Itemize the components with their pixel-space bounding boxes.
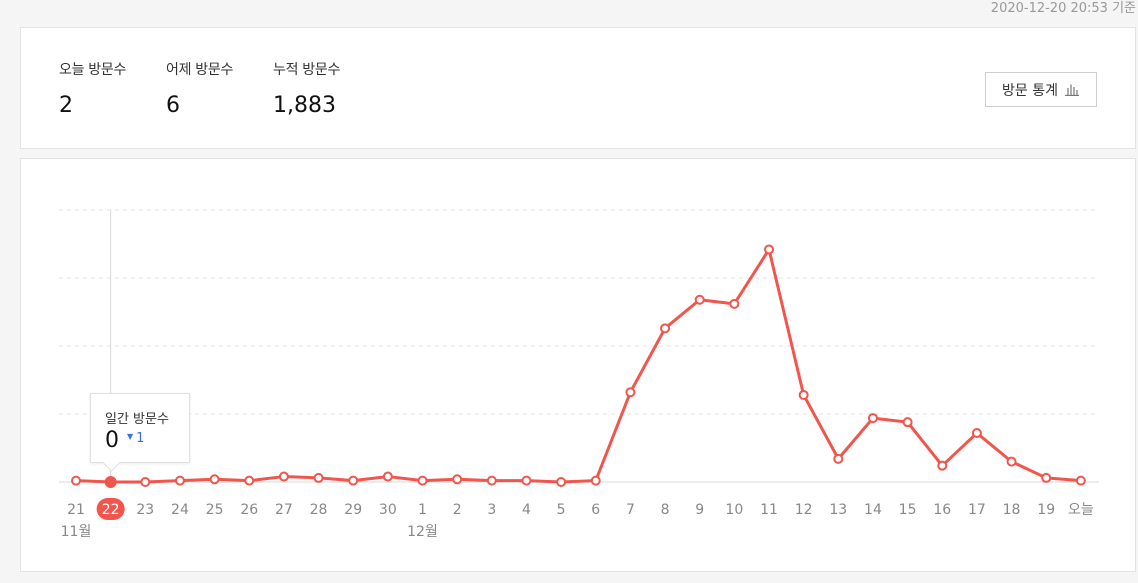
data-point xyxy=(521,475,532,486)
data-point xyxy=(382,471,393,482)
x-tick-label: 오늘 xyxy=(1068,502,1094,518)
x-tick-label: 29 xyxy=(344,502,362,518)
tooltip-label: 일간 방문수 xyxy=(105,412,169,427)
data-point xyxy=(1006,456,1017,467)
total-visits: 누적 방문수 1,883 xyxy=(273,59,340,118)
chart-tooltip: 일간 방문수 0 ▼ 1 xyxy=(90,393,190,463)
month-label: 12월 xyxy=(407,524,438,540)
data-point xyxy=(313,472,324,483)
visit-stats-button-label: 방문 통계 xyxy=(1002,82,1058,99)
total-visits-value: 1,883 xyxy=(273,93,336,118)
data-point xyxy=(660,323,671,334)
today-visits-value: 2 xyxy=(59,93,73,118)
daily-visits-chart-card: 21 22 23 24 25 26 27 28 29 30 1 2 3 4 5 6 7 8 9 10 11 12 13 14 1… xyxy=(20,158,1136,572)
x-tick-label: 11 xyxy=(760,502,778,518)
tooltip-delta-value: 1 xyxy=(136,431,145,446)
data-point xyxy=(452,474,463,485)
data-point xyxy=(1075,475,1086,486)
x-tick-label: 16 xyxy=(933,502,951,518)
data-point xyxy=(937,460,948,471)
x-tick-label: 2 xyxy=(453,502,462,518)
x-tick-label: 13 xyxy=(829,502,847,518)
x-tick-label: 14 xyxy=(864,502,882,518)
x-tick-label: 9 xyxy=(695,502,704,518)
data-point xyxy=(1041,472,1052,483)
data-point xyxy=(278,471,289,482)
tooltip-delta: ▼ 1 xyxy=(127,431,144,446)
x-tick-label: 25 xyxy=(206,502,224,518)
x-tick-label: 30 xyxy=(379,502,397,518)
x-tick-label: 12 xyxy=(795,502,813,518)
data-point xyxy=(625,387,636,398)
data-point xyxy=(348,475,359,486)
data-point xyxy=(417,475,428,486)
data-point xyxy=(764,244,774,255)
series-line xyxy=(75,247,1081,484)
month-label: 11월 xyxy=(61,524,92,540)
data-point xyxy=(798,389,809,400)
x-tick-label: 3 xyxy=(487,502,496,518)
data-point xyxy=(244,475,255,486)
yesterday-visits: 어제 방문수 6 xyxy=(166,59,233,118)
x-tick-label: 15 xyxy=(899,502,917,518)
data-point xyxy=(71,475,81,486)
daily-visits-chart: 21 22 23 24 25 26 27 28 29 30 1 2 3 4 5 6 7 8 9 10 11 12 13 14 1… xyxy=(59,209,1099,540)
data-point xyxy=(174,475,185,486)
today-visits-label: 오늘 방문수 xyxy=(59,62,127,78)
data-point xyxy=(902,417,913,428)
data-point xyxy=(140,477,151,487)
x-tick-label: 17 xyxy=(968,502,986,518)
x-tick-label: 4 xyxy=(522,502,531,518)
today-visits: 오늘 방문수 2 xyxy=(59,59,126,118)
yesterday-visits-value: 6 xyxy=(166,93,180,118)
x-tick-label: 10 xyxy=(725,502,743,518)
data-point xyxy=(590,475,601,486)
x-tick-label: 28 xyxy=(310,502,328,518)
yesterday-visits-label: 어제 방문수 xyxy=(166,62,234,78)
x-tick-label: 7 xyxy=(626,502,635,518)
down-arrow-icon: ▼ xyxy=(127,432,134,441)
data-point xyxy=(486,475,497,486)
data-point xyxy=(729,298,740,309)
x-tick-label: 5 xyxy=(557,502,566,518)
selected-date-badge xyxy=(96,498,125,520)
total-visits-label: 누적 방문수 xyxy=(273,62,341,78)
visit-stats-button[interactable]: 방문 통계 xyxy=(985,72,1097,107)
data-point xyxy=(833,453,844,464)
x-tick-label: 1 xyxy=(418,502,427,518)
tooltip-value: 0 xyxy=(105,428,119,453)
data-point xyxy=(971,428,982,439)
x-tick-label: 27 xyxy=(275,502,293,518)
data-point xyxy=(209,474,220,485)
timestamp: 2020-12-20 20:53 기준 xyxy=(990,1,1136,16)
x-tick-label: 26 xyxy=(240,502,258,518)
data-point xyxy=(556,477,567,487)
data-point xyxy=(104,476,117,488)
x-tick-label: 18 xyxy=(1003,502,1021,518)
data-point xyxy=(867,413,878,424)
stats-summary-card: 오늘 방문수 2 어제 방문수 6 누적 방문수 1,883 방문 통계 xyxy=(20,27,1136,149)
x-tick-label: 22 xyxy=(102,502,120,518)
x-tick-label: 8 xyxy=(661,502,670,518)
bar-chart-icon xyxy=(1064,84,1079,96)
x-tick-label: 24 xyxy=(171,502,189,518)
x-tick-label: 23 xyxy=(136,502,154,518)
data-point xyxy=(694,294,705,305)
x-tick-label: 21 xyxy=(67,502,85,518)
x-tick-label: 6 xyxy=(591,502,600,518)
x-tick-label: 19 xyxy=(1037,502,1055,518)
